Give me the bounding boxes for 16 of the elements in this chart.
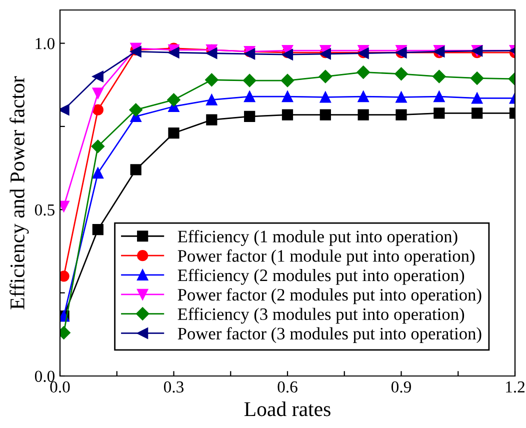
y-tick-label: 0.0 <box>34 370 55 382</box>
legend-label: Power factor (1 module put into operation) <box>178 249 474 266</box>
y-axis-title: Efficiency and Power factor <box>10 76 29 310</box>
x-axis-title: Load rates <box>244 402 330 416</box>
x-tick-label: 0.6 <box>278 381 298 393</box>
x-tick-label: 0.9 <box>391 381 411 393</box>
y-tick-label: 1.0 <box>36 38 55 50</box>
legend-label: Efficiency (1 module put into operation) <box>178 230 458 246</box>
x-tick-label: 0.0 <box>50 381 70 393</box>
legend-label: Power factor (2 modules put into operation) <box>178 288 482 304</box>
legend-label: Efficiency (2 modules put into operation) <box>178 268 464 285</box>
x-tick-label: 0.3 <box>164 381 184 393</box>
y-tick-label: 0.5 <box>34 204 54 216</box>
legend-label: Power factor (3 modules put into operation) <box>178 327 482 344</box>
legend-label: Efficiency (3 modules put into operation) <box>178 308 464 324</box>
x-tick-label: 1.2 <box>506 381 524 393</box>
